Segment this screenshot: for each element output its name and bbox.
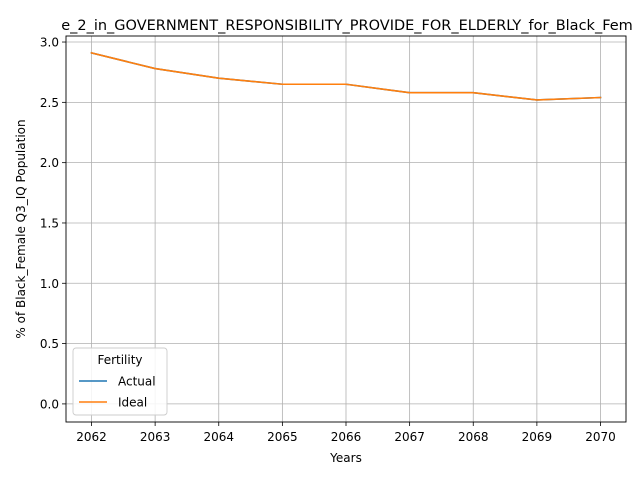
legend-label-ideal: Ideal [118,396,147,410]
legend: Fertility Actual Ideal [72,347,168,416]
x-tick-label: 2064 [203,430,234,444]
y-axis: 0.0 0.5 1.0 1.5 2.0 2.5 3.0 [40,36,66,411]
chart-title: e_2_in_GOVERNMENT_RESPONSIBILITY_PROVIDE… [61,18,633,34]
y-tick-label: 0.5 [40,337,59,351]
x-tick-label: 2066 [331,430,362,444]
x-tick-label: 2062 [76,430,107,444]
x-axis-label: Years [329,451,362,465]
x-tick-label: 2070 [585,430,616,444]
y-tick-label: 2.5 [40,96,59,110]
x-tick-label: 2063 [140,430,171,444]
y-axis-label: % of Black_Female Q3_IQ Population [14,119,28,338]
legend-title: Fertility [97,353,142,367]
y-tick-label: 1.0 [40,277,59,291]
y-tick-label: 2.0 [40,156,59,170]
y-tick-label: 3.0 [40,36,59,50]
legend-label-actual: Actual [118,375,156,389]
x-axis: 2062 2063 2064 2065 2066 2067 2068 2069 2070 [76,422,616,444]
series-lines [90,51,602,101]
y-tick-label: 0.0 [40,397,59,411]
y-tick-label: 1.5 [40,216,59,230]
x-tick-label: 2069 [522,430,553,444]
x-tick-label: 2065 [267,430,298,444]
x-tick-label: 2067 [394,430,425,444]
legend-box [72,347,168,416]
x-tick-label: 2068 [458,430,489,444]
series-line-ideal [90,51,602,101]
